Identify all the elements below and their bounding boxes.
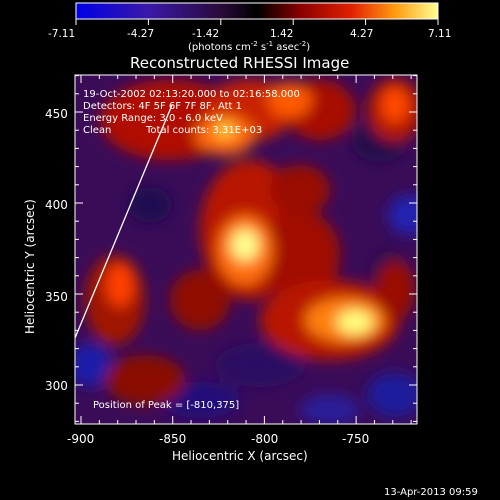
x-tick-label-2: -800	[251, 432, 278, 446]
info-time-range: 19-Oct-2002 02:13:20.000 to 02:16:58.000	[83, 89, 300, 100]
colorbar-tick-5: 7.11	[428, 28, 451, 40]
rhessi-image	[75, 75, 417, 424]
info-total-counts: Total counts: 3.31E+03	[145, 125, 262, 136]
colorbar-tick-1: -4.27	[127, 28, 154, 40]
timestamp: 13-Apr-2013 09:59	[384, 487, 478, 498]
y-tick-label-3: 450	[45, 107, 68, 121]
x-tick-label-3: -750	[342, 432, 369, 446]
plot-title: Reconstructed RHESSI Image	[130, 54, 349, 72]
peak-position-label: Position of Peak = [-810,375]	[93, 400, 239, 411]
colorbar-tick-0: -7.11	[48, 28, 75, 40]
x-tick-label-0: -900	[67, 432, 94, 446]
info-detectors: Detectors: 4F 5F 6F 7F 8F, Att 1	[83, 101, 242, 112]
colorbar-gradient	[75, 2, 439, 20]
y-tick-label-2: 400	[45, 198, 68, 212]
x-tick-label-1: -850	[159, 432, 186, 446]
y-tick-label-0: 300	[45, 379, 68, 393]
colorbar-tick-2: -1.42	[192, 28, 219, 40]
axis-ticks	[75, 75, 417, 424]
x-axis-label: Heliocentric X (arcsec)	[172, 449, 308, 463]
y-axis-label: Heliocentric Y (arcsec)	[23, 199, 37, 334]
colorbar-tick-4: 4.27	[350, 28, 373, 40]
colorbar: -7.11 -4.27 -1.42 1.42 4.27 7.11 (photon…	[48, 2, 451, 53]
colorbar-tick-3: 1.42	[270, 28, 293, 40]
info-overlay: 19-Oct-2002 02:13:20.000 to 02:16:58.000…	[83, 89, 300, 136]
solar-limb-line	[75, 104, 173, 339]
info-method: Clean	[83, 125, 111, 136]
info-energy-range: Energy Range: 3.0 - 6.0 keV	[83, 113, 223, 124]
colorbar-unit-label: (photons cm-2 s-1 asec-2)	[188, 40, 310, 53]
y-tick-label-1: 350	[45, 290, 68, 304]
